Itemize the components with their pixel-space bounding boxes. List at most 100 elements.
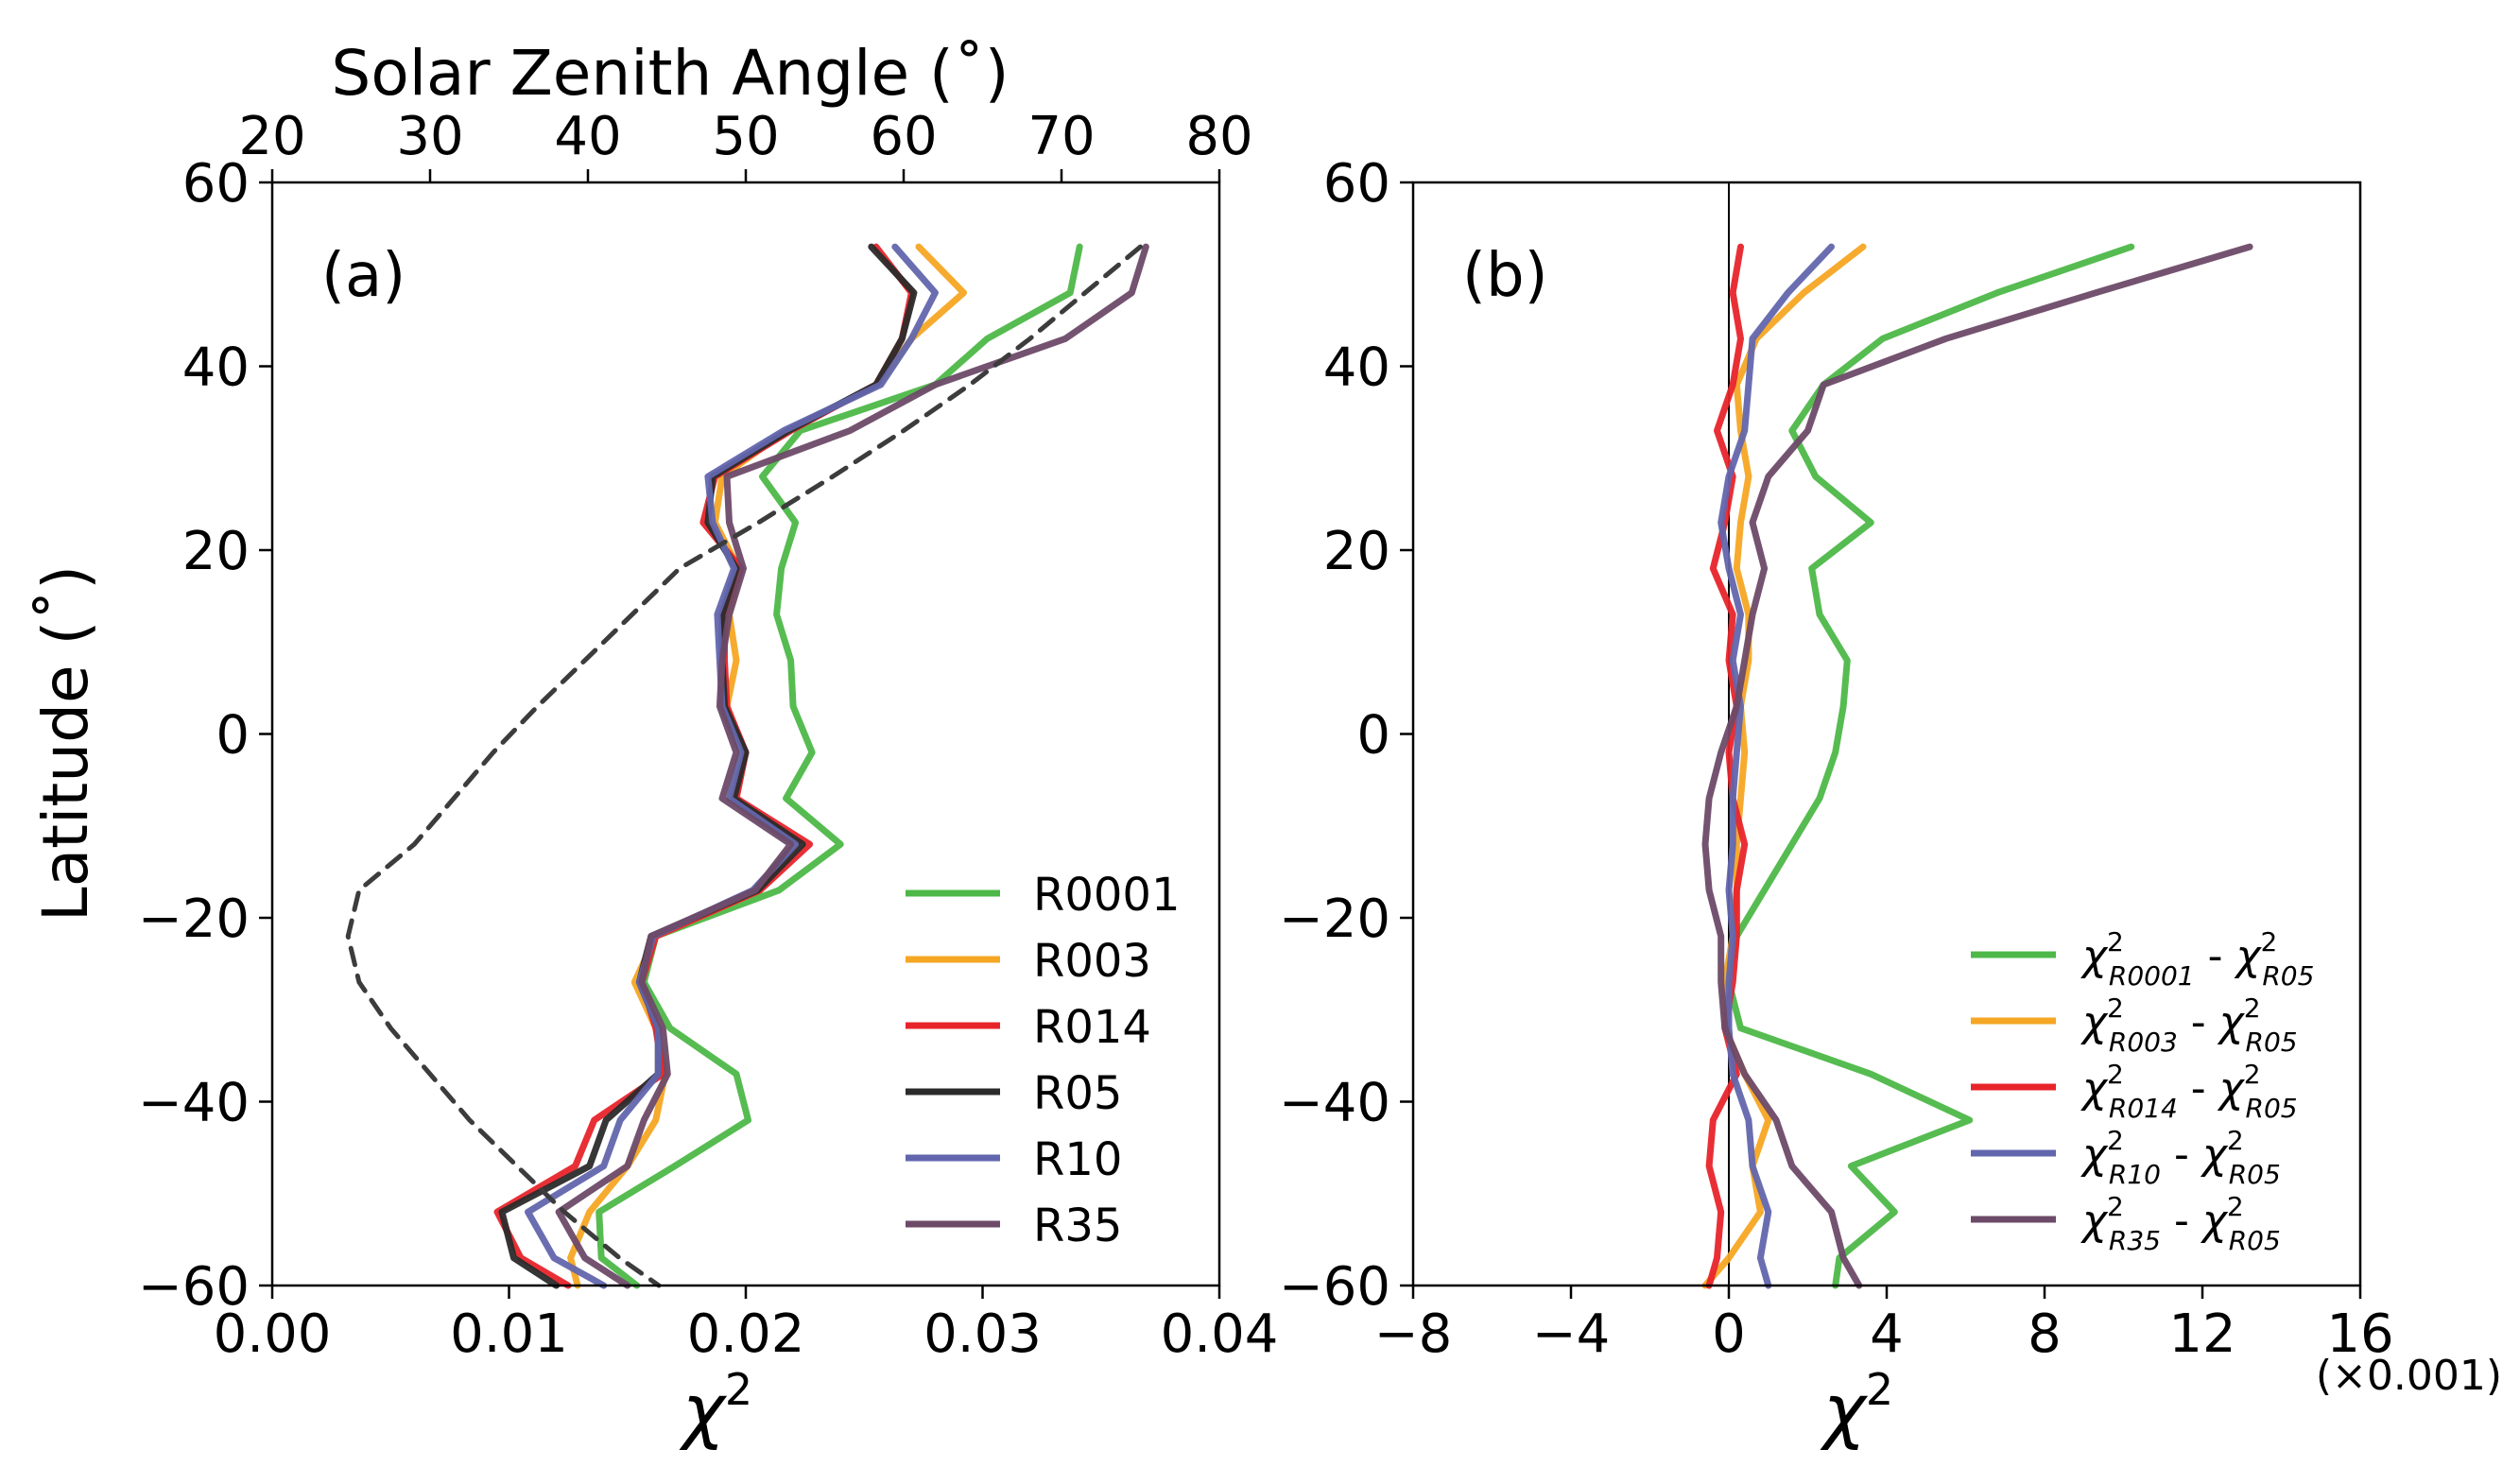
series-line-r35-r05 (1701, 243, 2253, 1289)
sza-dashed-line (345, 244, 1143, 1288)
legend-label: χ2 R014 - χ2 R05 (2080, 1059, 2298, 1124)
legend-label: χ2 R003 - χ2 R05 (2080, 992, 2298, 1058)
top-axis-title: Solar Zenith Angle (˚) (331, 37, 1009, 110)
y-tick-label: 40 (182, 337, 250, 399)
legend-label-part: χ (2080, 932, 2109, 980)
series-line-r0001 (595, 243, 1083, 1289)
x-tick-label: 12 (2168, 1303, 2235, 1365)
legend-label-part: χ (2080, 1130, 2109, 1179)
legend-label-part: R014 (2109, 1093, 2178, 1124)
x-axis-title-sup: 2 (725, 1364, 752, 1415)
y-tick-label: −20 (138, 889, 250, 950)
legend-label-part: R05 (2246, 1027, 2298, 1058)
legend-label: R014 (1033, 1001, 1151, 1054)
panel-b: −8 −4 0 4 8 12 16−60−40−200204060χ2(b)(×0.001)… (1279, 153, 2502, 1452)
legend-label-part: - (2161, 1130, 2202, 1179)
panel-label: (b) (1462, 241, 1548, 311)
y-tick-label: −40 (1279, 1073, 1390, 1134)
top-tick-label: 40 (554, 106, 621, 167)
top-tick-label: 60 (870, 106, 937, 167)
top-tick-label: 20 (238, 106, 305, 167)
x-tick-label: −8 (1374, 1303, 1453, 1365)
legend-label: R35 (1033, 1199, 1122, 1252)
series-line-r35 (555, 243, 1149, 1289)
y-tick-label: 20 (182, 521, 250, 582)
y-tick-label: −60 (138, 1256, 250, 1318)
legend-label: R003 (1033, 935, 1151, 988)
y-tick-label: −60 (1279, 1256, 1390, 1318)
series-line-r003-r05 (1701, 243, 1867, 1289)
top-tick-label: 50 (712, 106, 779, 167)
top-tick-label: 30 (396, 106, 463, 167)
legend-label-part: 2 (2107, 926, 2124, 958)
legend-label-part: χ (2080, 998, 2109, 1046)
legend-label-part: 2 (2261, 926, 2278, 958)
legend-label-part: - (2178, 998, 2219, 1046)
legend-label-part: χ (2234, 932, 2262, 980)
legend-label-part: 2 (2227, 1125, 2244, 1156)
legend-label-part: R05 (2229, 1225, 2281, 1256)
y-axis-title: Latitude (˚) (29, 565, 102, 922)
legend-label-part: - (2195, 932, 2236, 980)
legend-label: χ2 R10 - χ2 R05 (2080, 1125, 2281, 1190)
legend-label: R10 (1033, 1133, 1122, 1186)
legend-label-part: χ (2218, 1064, 2246, 1113)
y-tick-label: 60 (1323, 153, 1390, 215)
legend-label-part: R05 (2262, 960, 2314, 992)
x-axis-title: χ (679, 1368, 728, 1452)
legend-label-part: 2 (2107, 1125, 2124, 1156)
legend-label-part: R35 (2109, 1225, 2161, 1256)
legend-label: R05 (1033, 1067, 1122, 1120)
x-tick-label: 0.03 (923, 1303, 1042, 1365)
x-tick-label: 0.00 (214, 1303, 332, 1365)
legend-label-part: χ (2201, 1197, 2229, 1245)
series-line-r10-r05 (1717, 243, 1835, 1289)
panel-label: (a) (321, 241, 406, 311)
legend-label-part: χ (2201, 1130, 2229, 1179)
x-multiplier: (×0.001) (2316, 1352, 2502, 1400)
legend-label: R0001 (1033, 869, 1181, 922)
legend-label-part: R0001 (2109, 960, 2195, 992)
y-tick-label: 0 (1356, 705, 1390, 767)
x-tick-label: −4 (1532, 1303, 1611, 1365)
legend-label-part: 2 (2227, 1191, 2244, 1222)
x-tick-label: 16 (2326, 1303, 2393, 1365)
legend-label-part: 2 (2244, 992, 2261, 1024)
x-tick-label: 0.04 (1161, 1303, 1279, 1365)
legend-label-part: 2 (2107, 1191, 2124, 1222)
legend-label-part: χ (2080, 1197, 2109, 1245)
x-tick-label: 0.02 (687, 1303, 805, 1365)
x-axis-title-group: χ2 (1820, 1364, 1893, 1452)
x-axis-title-sup: 2 (1866, 1364, 1893, 1415)
legend-label-part: 2 (2107, 1059, 2124, 1090)
y-tick-label: −40 (138, 1073, 250, 1134)
series-line-r05 (498, 243, 918, 1289)
x-axis-title-group: χ2 (679, 1364, 752, 1452)
legend-label-part: R003 (2109, 1027, 2178, 1058)
x-tick-label: 0 (1712, 1303, 1746, 1365)
y-tick-label: 20 (1323, 521, 1390, 582)
top-tick-label: 80 (1185, 106, 1252, 167)
legend-label-part: 2 (2244, 1059, 2261, 1090)
legend-label-part: R05 (2229, 1159, 2281, 1190)
legend-label-part: χ (2080, 1064, 2109, 1113)
y-tick-label: −20 (1279, 889, 1390, 950)
x-tick-label: 4 (1870, 1303, 1904, 1365)
x-axis-title: χ (1820, 1368, 1869, 1452)
series-line-r10 (525, 243, 939, 1289)
legend-label-part: R10 (2109, 1159, 2161, 1190)
x-tick-label: 8 (2028, 1303, 2062, 1365)
legend-label-part: R05 (2246, 1093, 2298, 1124)
legend-label-part: - (2178, 1064, 2219, 1113)
legend-label: χ2 R0001 - χ2 R05 (2080, 926, 2314, 992)
axes-frame (1411, 181, 2362, 1287)
x-tick-label: 0.01 (450, 1303, 568, 1365)
legend-label-part: 2 (2107, 992, 2124, 1024)
legend-label: χ2 R35 - χ2 R05 (2080, 1191, 2281, 1256)
y-tick-label: 60 (182, 153, 250, 215)
y-tick-label: 0 (216, 705, 250, 767)
legend-label-part: - (2161, 1197, 2202, 1245)
series-line-r0001-r05 (1725, 243, 2135, 1289)
